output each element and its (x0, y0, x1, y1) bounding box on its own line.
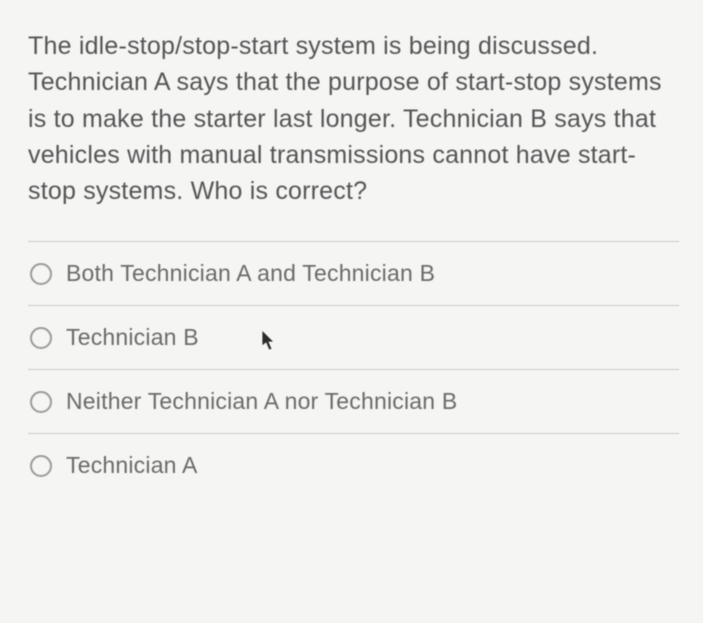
radio-icon (30, 327, 52, 349)
radio-icon (30, 263, 52, 285)
option-both[interactable]: Both Technician A and Technician B (28, 242, 679, 306)
options-list: Both Technician A and Technician B Techn… (28, 241, 679, 497)
option-label: Technician B (66, 324, 199, 351)
radio-icon (30, 455, 52, 477)
option-tech-b[interactable]: Technician B (28, 306, 679, 370)
question-text: The idle-stop/stop-start system is being… (28, 28, 679, 209)
radio-icon (30, 391, 52, 413)
option-tech-a[interactable]: Technician A (28, 434, 679, 497)
option-label: Both Technician A and Technician B (66, 260, 435, 287)
option-label: Neither Technician A nor Technician B (66, 388, 457, 415)
option-label: Technician A (66, 452, 198, 479)
option-neither[interactable]: Neither Technician A nor Technician B (28, 370, 679, 434)
